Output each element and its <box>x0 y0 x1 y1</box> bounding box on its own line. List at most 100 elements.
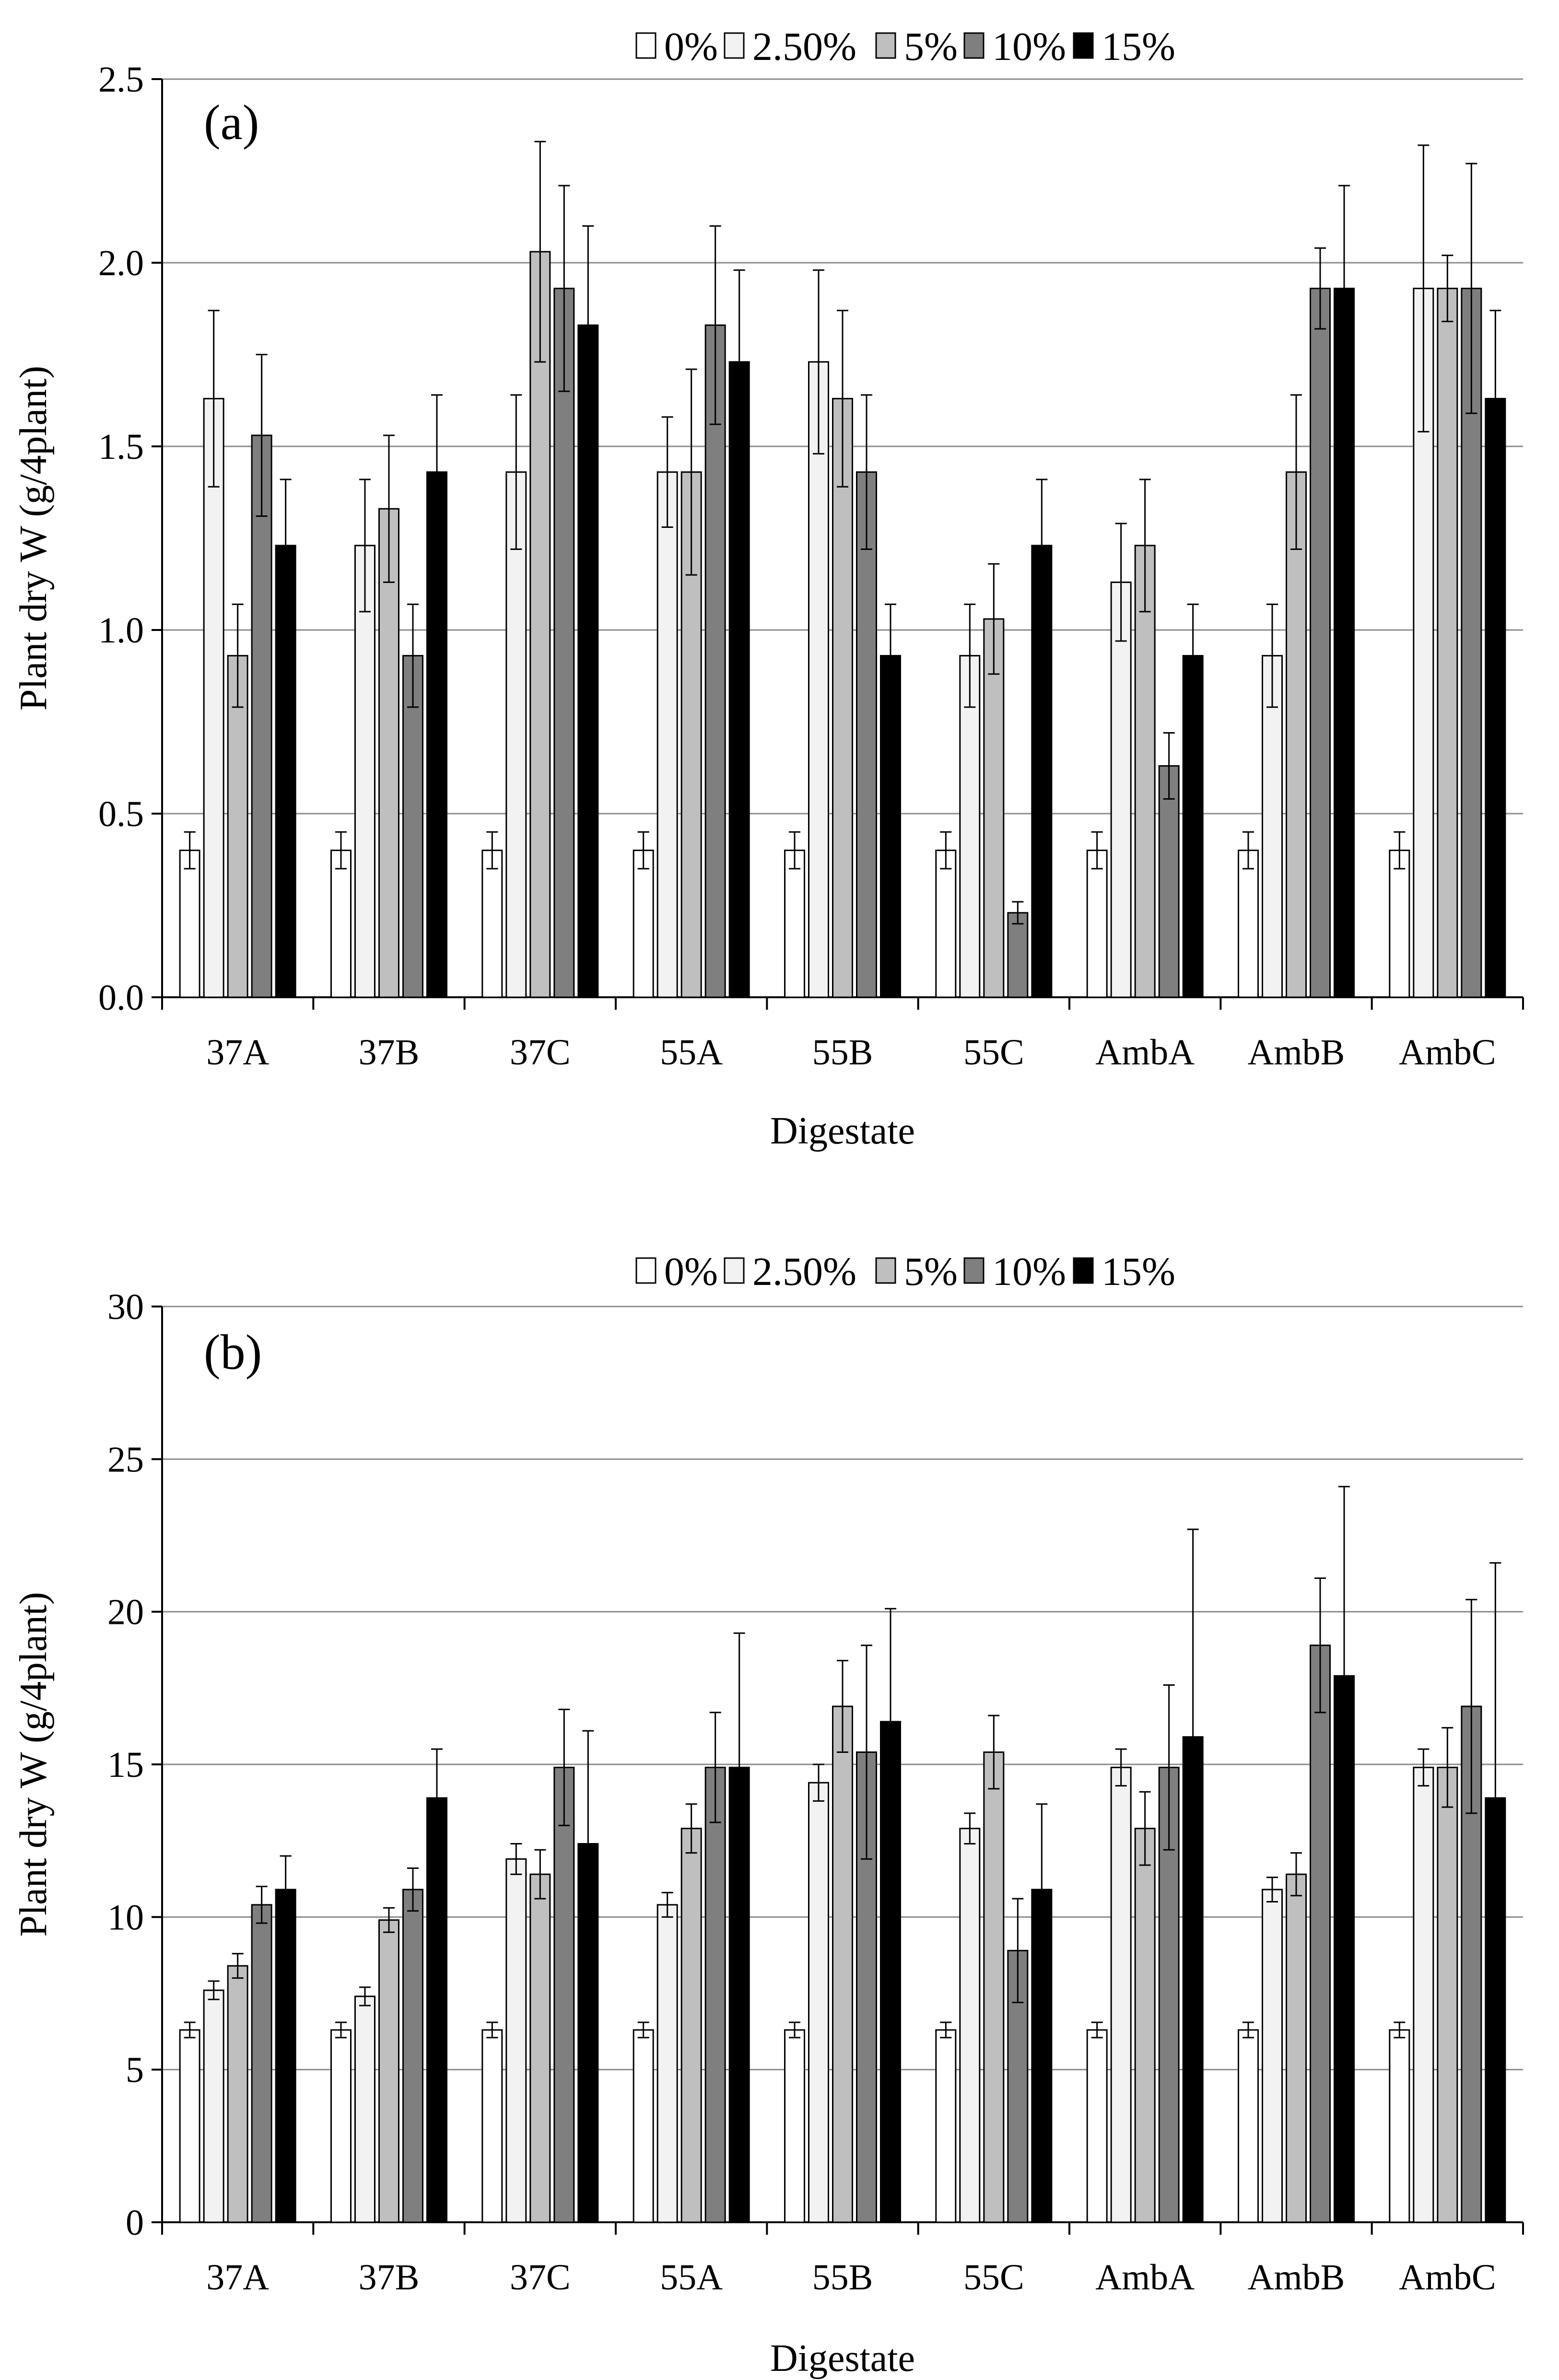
bar <box>633 2029 654 2223</box>
x-tick-label: AmbA <box>1095 2257 1195 2298</box>
x-tick-label: 55B <box>812 2257 873 2298</box>
bar <box>728 361 750 998</box>
bar <box>1262 1889 1283 2223</box>
bar <box>354 1995 375 2223</box>
bar <box>1158 765 1180 998</box>
bar <box>856 471 877 998</box>
x-tick-label: 55C <box>963 2257 1024 2298</box>
legend-swatch <box>635 1257 656 1284</box>
y-axis-title: Plant dry W (g/4plant) <box>12 1592 55 1937</box>
bar <box>251 434 272 998</box>
x-tick-label: AmbA <box>1095 1032 1195 1073</box>
legend-label: 10% <box>992 24 1066 69</box>
legend-swatch <box>1073 1257 1094 1284</box>
bar <box>402 1889 423 2223</box>
legend-swatch <box>963 32 985 59</box>
x-tick-label: 37B <box>359 2257 420 2298</box>
bar <box>330 850 352 998</box>
bar <box>832 397 853 998</box>
x-tick-label: AmbB <box>1248 1032 1345 1073</box>
bar <box>1238 850 1259 998</box>
bar <box>1310 1645 1331 2223</box>
x-tick-label: 37A <box>206 1032 269 1073</box>
bar <box>656 1904 678 2223</box>
legend-swatch <box>963 1257 985 1284</box>
x-tick-label: AmbC <box>1399 1032 1496 1073</box>
y-tick-label: 1.5 <box>98 427 144 467</box>
bar <box>1086 2029 1108 2223</box>
bar <box>203 397 224 998</box>
bar <box>529 251 551 998</box>
y-tick-label: 1.0 <box>98 610 144 651</box>
bar <box>832 1705 853 2223</box>
y-tick-label: 0.0 <box>98 978 144 1018</box>
bar <box>680 1828 702 2223</box>
panel-a-chart: 0.0 0.5 1.0 1.5 2.0 2.5 37A 37B 37C 55A 55B 55C AmbA… <box>12 24 1524 1152</box>
panel-label: (b) <box>204 1325 262 1380</box>
legend-label: 10% <box>992 1249 1066 1294</box>
bar <box>1182 655 1204 998</box>
bar <box>505 1858 527 2223</box>
bar <box>1389 850 1410 998</box>
legend-label: 2.50% <box>752 1249 856 1294</box>
bar <box>426 471 447 998</box>
bar <box>935 2029 957 2223</box>
bar <box>426 1797 447 2223</box>
legend-label: 5% <box>904 1249 958 1294</box>
x-axis-title: Digestate <box>770 1110 915 1152</box>
y-tick-label: 2.5 <box>98 59 144 100</box>
legend-swatch <box>1073 32 1094 59</box>
bar <box>553 1766 575 2223</box>
bar <box>983 618 1005 998</box>
bar <box>1437 1766 1458 2223</box>
bar <box>1134 545 1156 998</box>
bar <box>330 2029 352 2223</box>
bar <box>704 324 726 998</box>
bar <box>481 850 503 998</box>
x-tick-label: 55A <box>660 1032 723 1073</box>
bar <box>402 655 423 998</box>
y-tick-label: 30 <box>107 1287 144 1327</box>
bar <box>983 1751 1005 2223</box>
bar <box>1437 288 1458 998</box>
legend-label: 5% <box>904 24 958 69</box>
bar <box>704 1766 726 2223</box>
bar <box>251 1904 272 2223</box>
bar <box>529 1873 551 2223</box>
x-tick-label: 37A <box>206 2257 269 2298</box>
x-tick-label: 37C <box>510 1032 571 1073</box>
legend-swatch <box>724 1257 745 1284</box>
x-tick-label: 55B <box>812 1032 873 1073</box>
bar <box>656 471 678 998</box>
legend-swatch <box>875 32 896 59</box>
bar <box>378 508 399 998</box>
legend-swatch <box>724 32 745 59</box>
legend-label: 15% <box>1102 24 1175 69</box>
y-tick-label: 0 <box>126 2203 144 2243</box>
bar <box>1485 397 1506 998</box>
bar <box>1086 850 1108 998</box>
y-tick-label: 20 <box>107 1592 144 1633</box>
x-tick-label: 55C <box>963 1032 1024 1073</box>
bar <box>505 471 527 998</box>
bar <box>1389 2029 1410 2223</box>
bar <box>1134 1828 1156 2223</box>
bar <box>1286 1873 1307 2223</box>
bar <box>275 1889 296 2223</box>
bar <box>880 655 901 998</box>
bar <box>179 850 200 998</box>
bar <box>378 1919 399 2223</box>
legend-swatch <box>635 32 656 59</box>
bar <box>1334 288 1355 998</box>
panel-label: (a) <box>204 95 259 150</box>
bar <box>553 288 575 998</box>
x-tick-label: AmbC <box>1399 2257 1496 2298</box>
bar <box>959 655 981 998</box>
y-axis-title: Plant dry W (g/4plant) <box>12 366 55 711</box>
bar <box>227 655 248 998</box>
x-tick-label: 37C <box>510 2257 571 2298</box>
bar <box>1031 545 1053 998</box>
bar <box>179 2029 200 2223</box>
bar <box>1110 581 1132 998</box>
bar <box>1007 912 1029 998</box>
